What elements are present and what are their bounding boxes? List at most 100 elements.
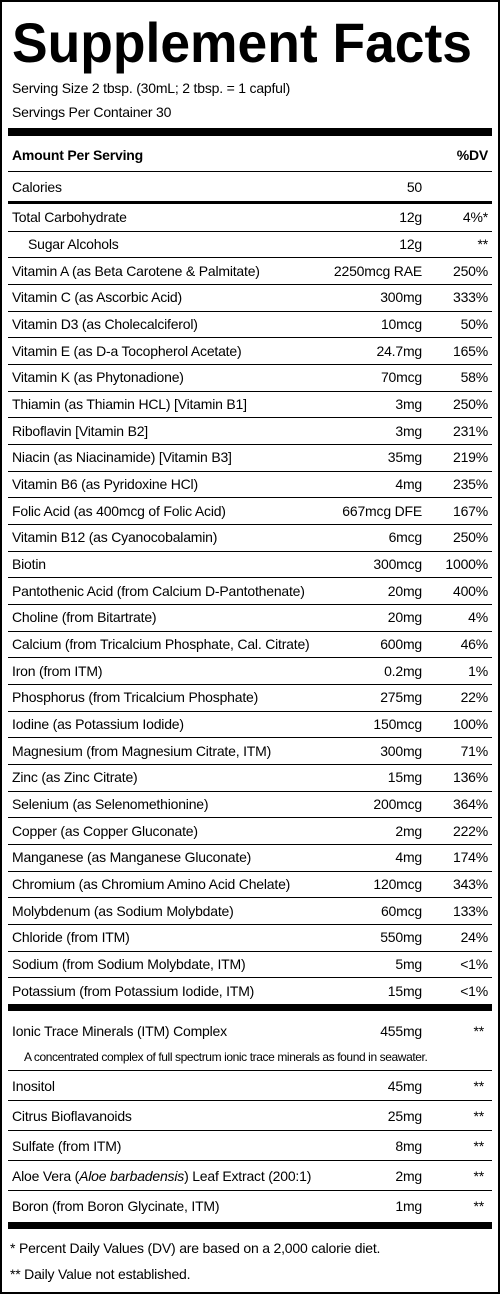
row-name: Niacin (as Niacinamide) [Vitamin B3] [12,449,232,466]
rule [8,417,492,419]
row-name: Vitamin K (as Phytonadione) [12,369,184,386]
row-name: Sugar Alcohols [28,236,119,252]
row-dv: 167% [452,502,488,519]
row-dv: ** [473,1023,485,1040]
calories-amount: 50 [406,179,422,195]
rule [8,470,492,472]
row-name: Selenium (as Selenomethionine) [12,796,209,813]
row-dv: 333% [452,289,488,306]
row-name: Vitamin C (as Ascorbic Acid) [12,289,182,306]
row-amount: 455mg [380,1023,422,1040]
row-name: Zinc (as Zinc Citrate) [12,769,138,786]
row-dv: ** [473,1078,485,1095]
name-part: ) Leaf Extract (200:1) [184,1168,312,1185]
row-amount: 150mcg [373,716,422,733]
rule [8,817,492,819]
row-name: Vitamin A (as Beta Carotene & Palmitate) [12,262,260,279]
row-amount: 20mg [387,582,422,599]
row-dv: 235% [452,476,488,493]
rule [8,764,492,766]
row-amount: 2250mcg RAE [333,262,422,279]
row-name: Manganese (as Manganese Gluconate) [12,849,252,866]
row-dv: 222% [452,822,488,839]
row-amount: 15mg [387,769,422,786]
serving-size: Serving Size 2 tbsp. (30mL; 2 tbsp. = 1 … [12,80,291,96]
row-dv: 46% [460,636,489,653]
row-dv: 71% [460,742,489,759]
row-amount: 10mcg [380,316,422,332]
row-name: Ionic Trace Minerals (ITM) Complex [12,1023,227,1040]
row-dv: ** [473,1168,485,1185]
rule [8,1100,492,1102]
calories-label: Calories [12,179,62,195]
row-amount: 35mg [387,449,422,466]
rule [8,337,492,339]
row-amount: 275mg [380,689,422,706]
row-dv: 165% [452,342,488,359]
row-amount: 12g [399,209,422,226]
row-dv: ** [473,1108,485,1125]
row-amount: 6mcg [388,529,423,546]
row-dv: 400% [452,582,488,599]
row-dv: 219% [452,449,488,466]
row-name: Choline (from Bitartrate) [12,609,157,626]
row-dv: 4% [468,609,488,626]
row-name: Magnesium (from Magnesium Citrate, ITM) [12,742,272,759]
row-name: Aloe Vera (Aloe barbadensis) Leaf Extrac… [12,1166,311,1186]
rule [8,710,492,712]
rule [8,790,492,792]
row-dv: 4%* [462,209,488,226]
rule [8,444,492,446]
rule [8,257,492,259]
rule [8,604,492,606]
row-dv: 1000% [445,556,488,573]
row-dv: <1% [460,982,488,999]
row-name: Sodium (from Sodium Molybdate, ITM) [12,956,246,973]
rule [8,630,492,632]
rule [8,1160,492,1162]
rule [8,924,492,926]
row-amount: 300mcg [373,556,422,573]
row-name: Molybdenum (as Sodium Molybdate) [12,902,234,919]
rule [8,1190,492,1192]
column-header: %DV [456,147,488,163]
row-name: Sulfate (from ITM) [12,1138,122,1155]
rule [8,230,492,232]
row-dv: 136% [452,769,488,786]
row-amount: 667mcg DFE [342,502,422,519]
row-dv: 250% [452,396,488,413]
rule [8,897,492,899]
rule [8,577,492,579]
row-name: Iron (from ITM) [12,662,103,679]
row-name: Chromium (as Chromium Amino Acid Chelate… [12,876,291,893]
servings-per-container: Servings Per Container 30 [12,104,172,120]
row-name: Inositol [12,1078,55,1095]
row-name: Vitamin B12 (as Cyanocobalamin) [12,529,218,546]
rule [8,737,492,739]
row-amount: 3mg [395,396,422,413]
row-amount: 5mg [395,956,422,973]
thick-rule [8,1222,492,1230]
row-dv: <1% [460,956,488,973]
row-dv: 58% [460,369,489,386]
row-amount: 24.7mg [376,342,423,359]
row-name: Calcium (from Tricalcium Phosphate, Cal.… [12,636,310,653]
row-amount: 0.2mg [384,662,422,679]
row-dv: ** [473,1198,485,1215]
rule [8,1070,492,1072]
row-dv: 174% [452,849,488,866]
row-dv: 133% [452,902,488,919]
row-dv: ** [477,236,489,252]
row-dv: 250% [452,262,488,279]
row-name: Thiamin (as Thiamin HCL) [Vitamin B1] [12,396,247,413]
row-amount: 15mg [387,982,422,999]
row-name: Folic Acid (as 400mcg of Folic Acid) [12,502,226,519]
rule [8,684,492,686]
row-name: Biotin [12,556,46,573]
name-part: Aloe Vera ( [12,1168,80,1185]
row-amount: 2mg [395,822,422,839]
row-amount: 4mg [395,849,422,866]
rule [8,1130,492,1132]
rule [8,844,492,846]
